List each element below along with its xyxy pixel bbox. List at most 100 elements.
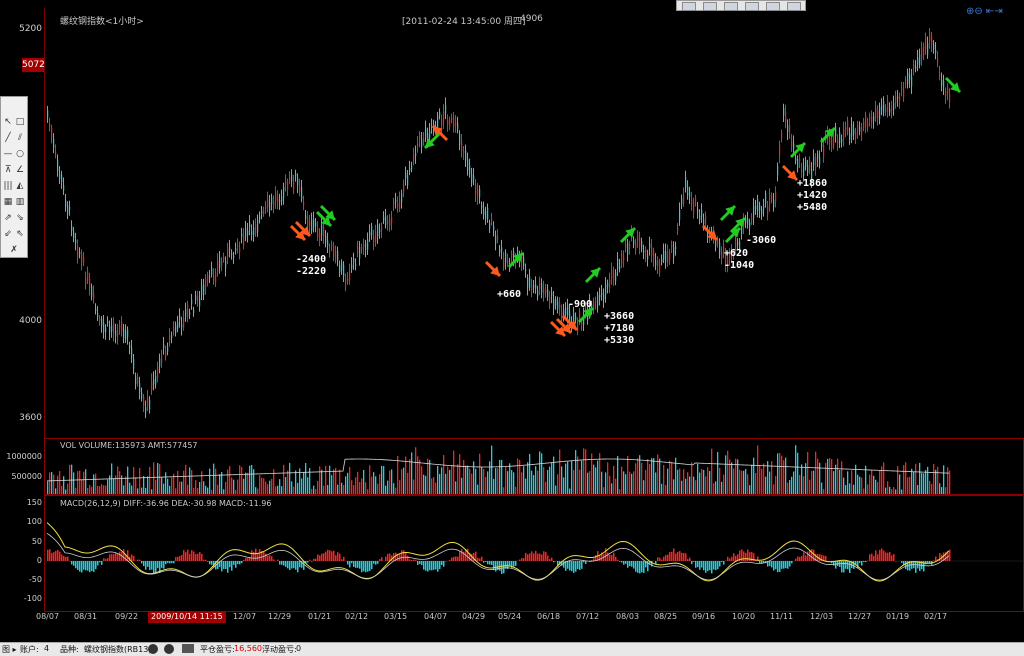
price-chart-panel[interactable] bbox=[44, 8, 1024, 438]
volume-bar bbox=[801, 464, 802, 494]
volume-bar bbox=[205, 486, 206, 494]
candle-body bbox=[899, 96, 900, 101]
drawing-tool-icon[interactable]: □ bbox=[14, 116, 26, 128]
macd-histogram-bar bbox=[299, 561, 301, 567]
candle-body bbox=[681, 198, 682, 205]
macd-histogram-bar bbox=[59, 552, 61, 561]
volume-bar bbox=[483, 469, 484, 494]
candle-body bbox=[877, 110, 878, 119]
drawing-tool-icon[interactable]: ╱ bbox=[2, 132, 14, 144]
drawing-tool-icon[interactable]: ∠ bbox=[14, 164, 26, 176]
macd-panel[interactable] bbox=[44, 494, 1024, 612]
volume-bar bbox=[503, 487, 504, 494]
macd-histogram-bar bbox=[283, 561, 285, 566]
candle-body bbox=[209, 277, 210, 279]
candle-body bbox=[887, 100, 888, 111]
candle-body bbox=[639, 237, 640, 247]
macd-histogram-bar bbox=[103, 558, 105, 561]
candle-body bbox=[345, 279, 346, 284]
drawing-tool-icon[interactable]: ⇙ bbox=[2, 228, 14, 240]
drawing-tool-icon[interactable]: ⊼ bbox=[2, 164, 14, 176]
volume-bar bbox=[847, 471, 848, 494]
volume-bar bbox=[189, 467, 190, 494]
candle-body bbox=[207, 275, 208, 282]
volume-bar bbox=[853, 485, 854, 494]
candle-body bbox=[747, 218, 748, 225]
candle-body bbox=[183, 318, 184, 328]
candle-body bbox=[177, 322, 178, 329]
macd-histogram-bar bbox=[139, 560, 141, 561]
volume-bar bbox=[807, 452, 808, 494]
drawing-tool-icon[interactable]: ||| bbox=[2, 180, 14, 192]
candle-body bbox=[195, 295, 196, 300]
volume-bar bbox=[165, 472, 166, 494]
drawing-tool-icon[interactable]: ⇖ bbox=[14, 228, 26, 240]
candle-body bbox=[363, 244, 364, 247]
volume-bar bbox=[391, 469, 392, 494]
macd-histogram-bar bbox=[317, 554, 319, 561]
volume-bar bbox=[383, 466, 384, 494]
volume-bar bbox=[627, 456, 628, 494]
plus-icon[interactable] bbox=[164, 644, 174, 654]
candle-body bbox=[675, 246, 676, 249]
volume-bar bbox=[71, 465, 72, 494]
candle-body bbox=[53, 139, 54, 148]
drawing-tool-icon[interactable]: ⇗ bbox=[2, 212, 14, 224]
volume-bar bbox=[629, 472, 630, 494]
macd-histogram-bar bbox=[217, 561, 219, 569]
macd-histogram-bar bbox=[621, 561, 623, 562]
candle-body bbox=[313, 219, 314, 227]
drawing-tool-icon[interactable]: ↖ bbox=[2, 116, 14, 128]
candle-body bbox=[431, 126, 432, 128]
drawing-tool-icon[interactable]: ⇘ bbox=[14, 212, 26, 224]
macd-histogram-bar bbox=[201, 554, 203, 561]
candle-body bbox=[293, 182, 294, 190]
volume-bar bbox=[481, 467, 482, 494]
volume-bar bbox=[701, 469, 702, 494]
candle-body bbox=[97, 313, 98, 317]
candle-body bbox=[577, 323, 578, 332]
volume-bar bbox=[209, 469, 210, 494]
drawing-tool-icon[interactable]: ▦ bbox=[2, 196, 14, 208]
volume-bar bbox=[937, 467, 938, 494]
volume-bar bbox=[893, 487, 894, 494]
macd-histogram-bar bbox=[205, 560, 207, 561]
volume-bar bbox=[333, 469, 334, 494]
candle-body bbox=[687, 187, 688, 196]
candle-body bbox=[563, 309, 564, 316]
product-value[interactable]: 螺纹钢指数(RB13) bbox=[84, 644, 151, 655]
candle-body bbox=[463, 151, 464, 153]
candle-body bbox=[481, 205, 482, 208]
macd-histogram-bar bbox=[419, 561, 421, 564]
candle-body bbox=[863, 121, 864, 127]
volume-bar bbox=[61, 486, 62, 494]
account-value[interactable]: 4 bbox=[44, 644, 49, 653]
minus-icon[interactable] bbox=[148, 644, 158, 654]
macd-histogram-bar bbox=[525, 553, 527, 561]
volume-bar bbox=[133, 467, 134, 494]
candle-body bbox=[525, 269, 526, 271]
macd-histogram-bar bbox=[331, 551, 333, 561]
candle-body bbox=[621, 253, 622, 263]
drawing-tool-icon[interactable]: ✗ bbox=[8, 244, 20, 256]
drawing-tool-icon[interactable]: ⫽ bbox=[14, 132, 26, 144]
candle-body bbox=[259, 216, 260, 219]
macd-histogram-bar bbox=[849, 561, 851, 573]
candle-body bbox=[483, 209, 484, 215]
volume-bar bbox=[303, 472, 304, 494]
volume-bar bbox=[841, 461, 842, 494]
drawing-tool-icon[interactable]: ○ bbox=[14, 148, 26, 160]
volume-bar bbox=[655, 472, 656, 494]
candle-body bbox=[437, 115, 438, 127]
glasses-icon[interactable] bbox=[182, 644, 194, 653]
macd-histogram-bar bbox=[369, 561, 371, 571]
drawing-tool-icon[interactable]: — bbox=[2, 148, 14, 160]
candle-body bbox=[257, 220, 258, 232]
y-label-5200: 5200 bbox=[0, 24, 42, 34]
macd-histogram-bar bbox=[711, 561, 713, 573]
status-menu[interactable]: 图 ▸ bbox=[2, 644, 17, 655]
candle-body bbox=[751, 218, 752, 220]
drawing-tool-icon[interactable]: ◭ bbox=[14, 180, 26, 192]
drawing-tool-icon[interactable]: ▥ bbox=[14, 196, 26, 208]
candle-body bbox=[181, 324, 182, 328]
